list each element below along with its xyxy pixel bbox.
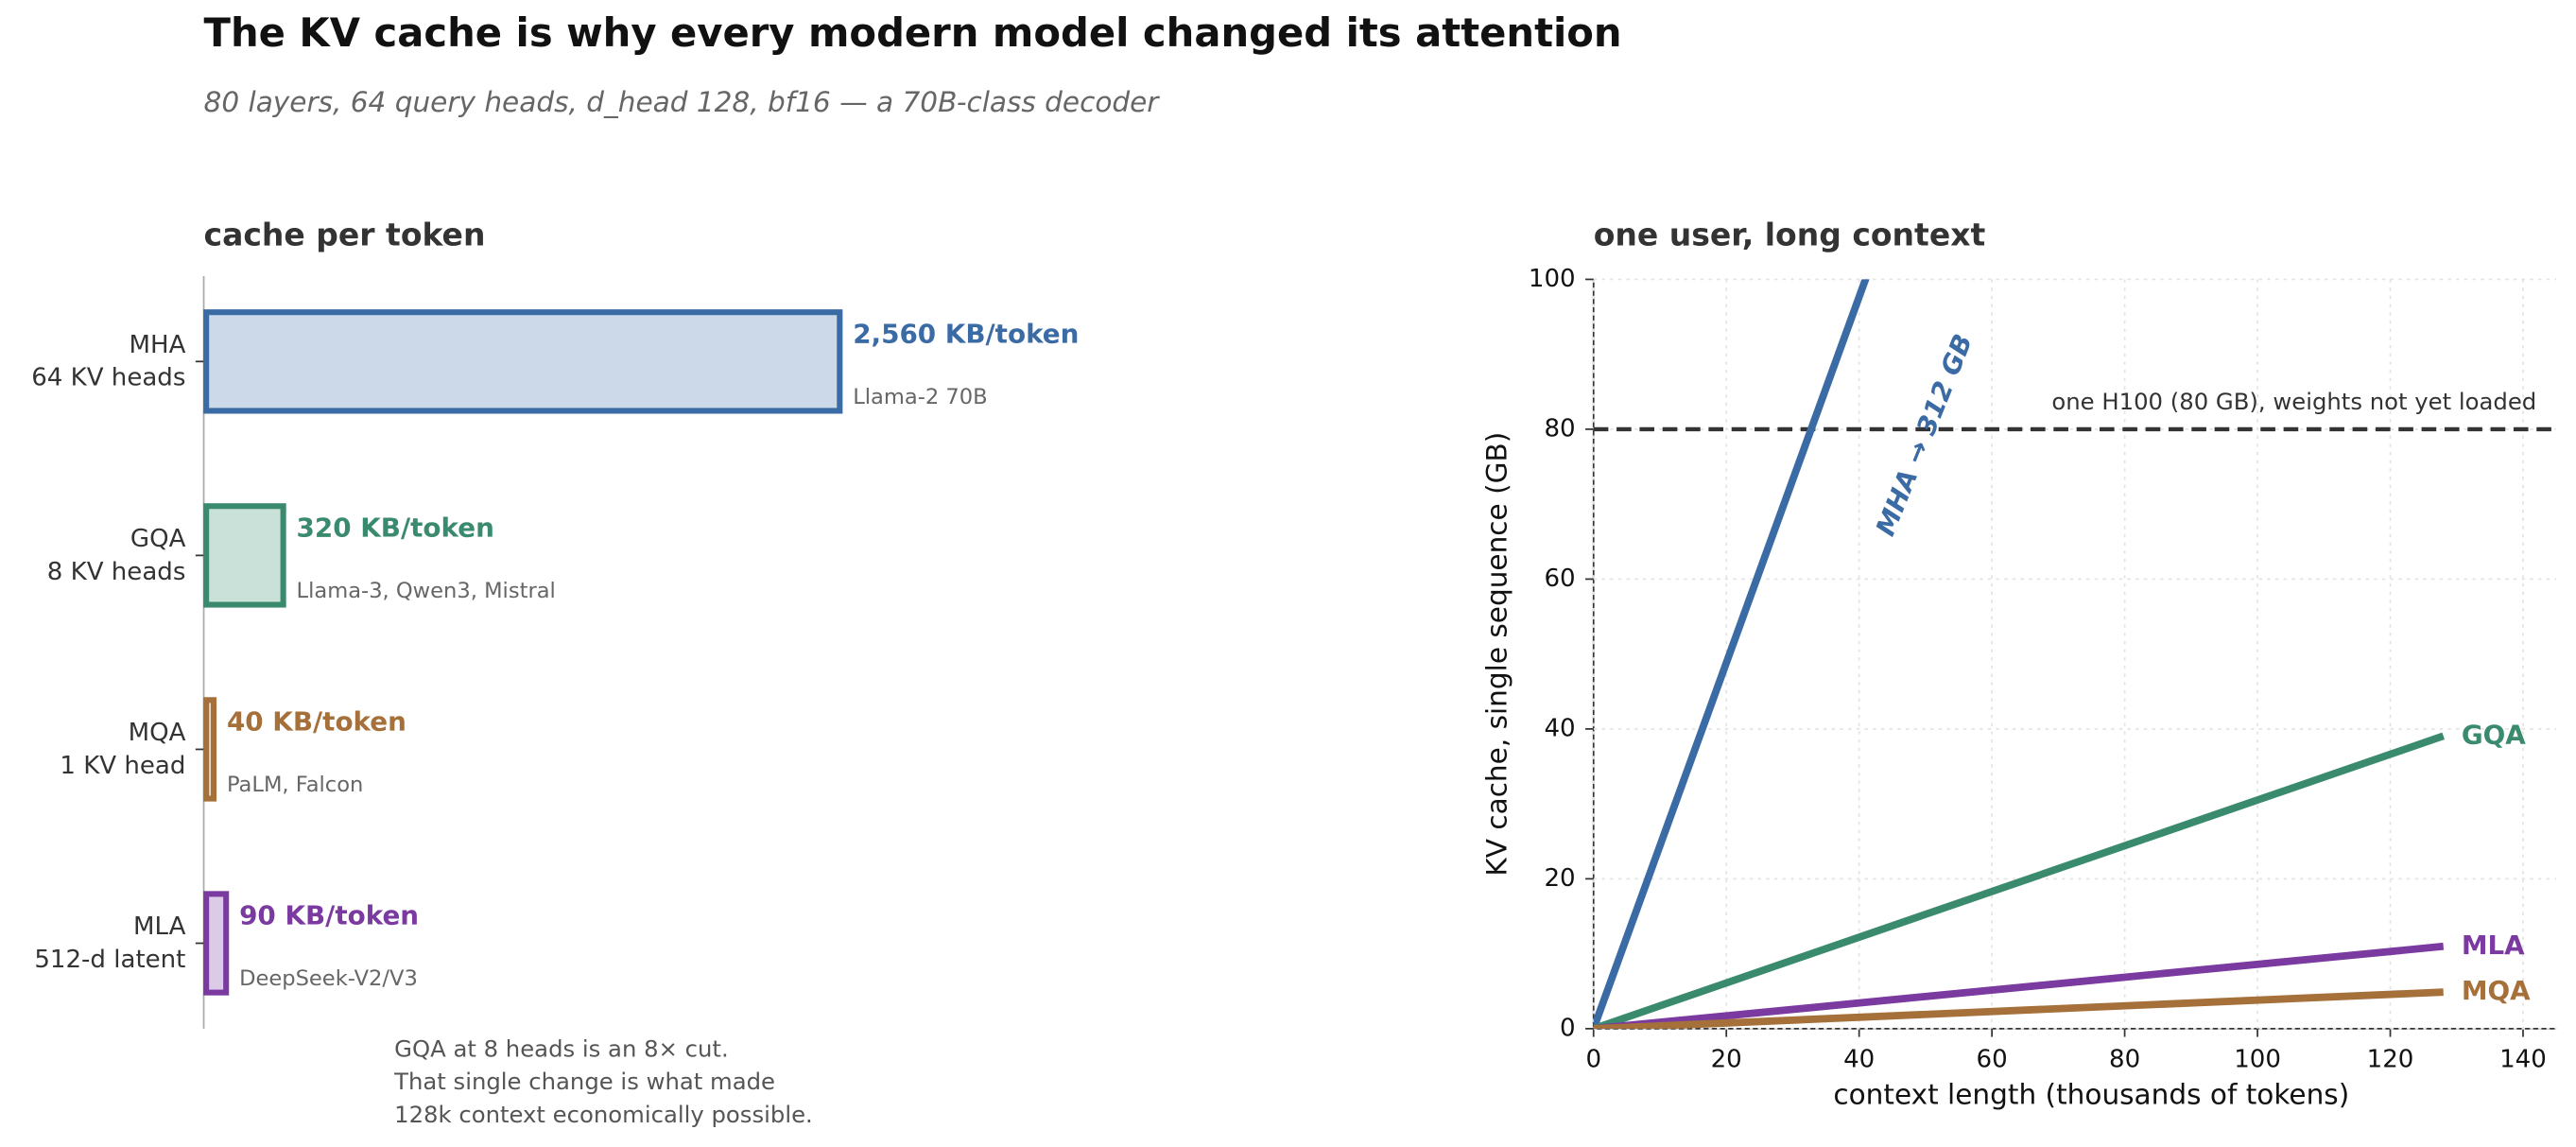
x-axis-label: context length (thousands of tokens) xyxy=(1833,1079,2349,1111)
y-tick-label: 100 xyxy=(1529,265,1576,293)
y-tick-label: GQA 8 KV heads xyxy=(47,525,186,586)
bar xyxy=(203,503,286,608)
x-tick-label: 20 xyxy=(1711,1045,1742,1073)
y-tick-label: 0 xyxy=(1560,1014,1576,1042)
y-axis-label: KV cache, single sequence (GB) xyxy=(1480,432,1513,877)
line xyxy=(1593,732,2445,1029)
panel-title: one user, long context xyxy=(1594,217,1986,253)
x-tick-label: 120 xyxy=(2367,1045,2414,1073)
x-tick-label: 0 xyxy=(1585,1045,1601,1073)
y-tick-label: 20 xyxy=(1544,864,1575,893)
plot-area xyxy=(1593,279,2445,1029)
series-label: MLA xyxy=(2462,930,2525,961)
series-label: MQA xyxy=(2462,975,2531,1006)
value-label: 2,560 KB/token xyxy=(853,319,1079,350)
title: The KV cache is why every modern model c… xyxy=(204,9,1622,56)
panel-title: cache per token xyxy=(204,217,486,253)
value-label: 90 KB/token xyxy=(239,900,419,931)
x-tick-label: 100 xyxy=(2234,1045,2281,1073)
series-label: GQA xyxy=(2462,719,2526,750)
x-tick-label: 80 xyxy=(2109,1045,2140,1073)
bar-note: DeepSeek-V2/V3 xyxy=(239,966,418,991)
y-tick-label: 40 xyxy=(1544,714,1575,742)
line xyxy=(1593,942,2445,1029)
bar xyxy=(203,697,217,802)
y-tick-label: MQA 1 KV head xyxy=(60,719,185,780)
bar xyxy=(203,309,843,414)
y-tick-label: MLA 512-d latent xyxy=(34,912,185,974)
y-tick-label: 60 xyxy=(1544,565,1575,593)
annotation: GQA at 8 heads is an 8× cut. That single … xyxy=(393,1034,813,1128)
x-tick-label: 60 xyxy=(1977,1045,2008,1073)
bar-note: Llama-3, Qwen3, Mistral xyxy=(297,579,556,603)
bar-note: Llama-2 70B xyxy=(853,385,987,409)
value-label: 320 KB/token xyxy=(297,513,494,544)
subtitle: 80 layers, 64 query heads, d_head 128, b… xyxy=(204,86,1161,118)
bar xyxy=(203,891,230,996)
x-tick-label: 140 xyxy=(2499,1045,2547,1073)
x-tick-label: 40 xyxy=(1843,1045,1875,1073)
line xyxy=(1593,988,2444,1029)
reference-label: one H100 (80 GB), weights not yet loaded xyxy=(2051,388,2536,415)
bar-note: PaLM, Falcon xyxy=(227,773,363,797)
annotation: MHA → 312 GB xyxy=(1870,330,1980,541)
y-tick-label: MHA 64 KV heads xyxy=(31,330,185,391)
line xyxy=(1593,279,1870,1029)
y-tick-label: 80 xyxy=(1544,414,1575,443)
value-label: 40 KB/token xyxy=(227,706,406,738)
